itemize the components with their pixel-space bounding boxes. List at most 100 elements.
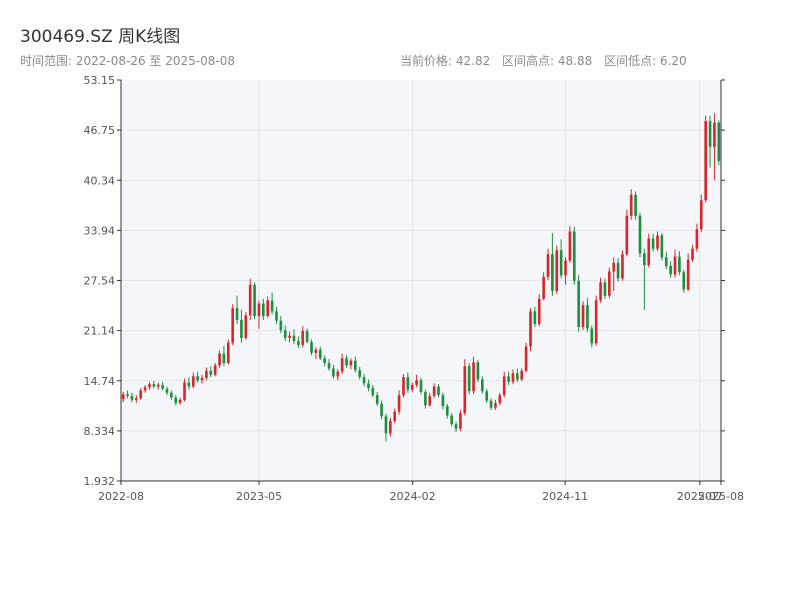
candle	[178, 397, 182, 405]
candle	[152, 381, 156, 389]
candle-body	[139, 390, 143, 399]
candle-body	[625, 215, 629, 255]
candle-body	[402, 377, 405, 396]
candle	[349, 358, 353, 370]
candle-body	[301, 330, 305, 346]
candle-body	[445, 406, 449, 416]
candle-body	[691, 248, 694, 260]
candle-body	[240, 319, 243, 338]
candle	[200, 374, 204, 384]
candle	[170, 390, 173, 400]
candle-body	[135, 398, 138, 400]
candle	[336, 369, 340, 381]
candle	[209, 366, 213, 378]
candle	[235, 295, 239, 324]
candle-body	[678, 256, 681, 273]
candle-body	[156, 384, 160, 387]
candle-body	[590, 328, 594, 344]
candle	[240, 309, 243, 343]
candle-body	[454, 424, 458, 429]
candle-body	[428, 395, 432, 406]
candle-body	[537, 298, 541, 324]
candle	[345, 355, 348, 368]
candle	[612, 257, 616, 291]
candle	[634, 191, 637, 220]
candle-body	[279, 320, 283, 331]
candle	[472, 356, 475, 395]
candle-body	[187, 382, 191, 387]
candle	[156, 382, 160, 390]
candle-body	[572, 231, 576, 281]
candle-body	[165, 388, 169, 393]
candle	[559, 239, 563, 279]
candle	[669, 261, 672, 278]
candle-body	[340, 358, 344, 372]
candle	[572, 226, 576, 285]
candle	[533, 306, 537, 328]
candle	[226, 339, 230, 365]
candle	[419, 377, 423, 395]
candle	[664, 251, 668, 270]
candle-body	[651, 238, 655, 249]
candle	[406, 372, 410, 393]
candle-body	[358, 370, 361, 378]
candle-body	[551, 254, 554, 291]
candle	[494, 399, 497, 411]
candle-body	[656, 235, 659, 249]
candle-body	[542, 276, 545, 299]
candle-body	[270, 300, 274, 312]
candle	[476, 359, 480, 382]
candle	[415, 374, 418, 388]
candle	[603, 278, 607, 299]
candle-body	[257, 303, 261, 317]
candle-body	[367, 383, 370, 389]
candle-body	[594, 300, 598, 344]
candle-body	[148, 384, 151, 388]
candle-body	[494, 402, 497, 408]
candle	[323, 355, 326, 367]
candle-body	[191, 376, 195, 387]
candle	[621, 250, 624, 281]
candle-body	[397, 395, 401, 412]
candle-body	[529, 311, 532, 347]
candle	[314, 347, 318, 360]
candle	[257, 300, 261, 329]
candle-body	[318, 349, 322, 359]
candle	[498, 392, 502, 406]
candle	[262, 298, 265, 320]
candle	[397, 390, 401, 415]
candle-body	[126, 394, 129, 396]
candle-body	[262, 303, 265, 317]
candle	[686, 253, 690, 291]
candle-body	[415, 380, 418, 385]
candle	[708, 115, 712, 168]
period-high-label: 区间高点: 48.88	[502, 54, 593, 68]
candle-body	[222, 353, 226, 364]
candle-body	[406, 377, 410, 390]
candle-body	[336, 371, 340, 377]
candle	[187, 377, 191, 390]
x-tick-label: 2025-07	[677, 490, 723, 503]
candle	[481, 376, 484, 394]
candle-body	[682, 272, 686, 290]
candle-body	[152, 384, 156, 387]
candle-body	[183, 382, 186, 400]
candle-body	[695, 229, 699, 249]
candle	[139, 388, 143, 400]
candle-body	[638, 215, 642, 254]
candle-body	[384, 416, 388, 434]
candle-body	[603, 282, 607, 296]
candle-body	[375, 395, 379, 404]
candle	[599, 277, 602, 303]
candle	[297, 336, 300, 349]
candle	[244, 312, 248, 340]
candle-body	[419, 380, 423, 392]
candle-body	[174, 397, 178, 403]
x-tick-label: 2025-08	[698, 490, 744, 503]
candle-body	[161, 384, 164, 389]
candle	[174, 395, 178, 406]
candle	[629, 189, 633, 220]
x-tick-label: 2022-08	[98, 490, 144, 503]
period-low-label: 区间低点: 6.20	[604, 54, 687, 68]
candle-body	[520, 370, 524, 380]
